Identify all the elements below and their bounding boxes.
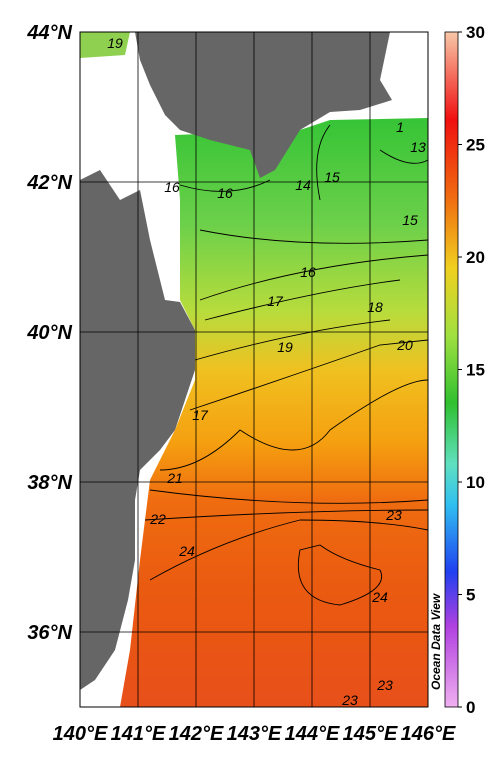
colorbar-label: 30 [466,23,485,42]
contour-label: 21 [166,470,183,486]
lon-label: 146°E [401,723,456,745]
contour-label: 18 [367,299,383,315]
contour-label: 20 [396,337,413,353]
contour-label: 23 [341,692,358,708]
colorbar-label: 20 [466,248,485,267]
contour-label: 15 [402,212,418,228]
lat-label: 44°N [26,22,72,44]
colorbar-label: 10 [466,473,485,492]
contour-label: 23 [385,507,402,523]
land [135,32,392,178]
lon-label: 140°E [53,723,108,745]
land [80,170,195,690]
contour-label: 16 [300,264,316,280]
colorbar-label: 0 [466,698,475,717]
contour-label: 22 [149,511,166,527]
colorbar [444,31,459,708]
contour-label: 13 [410,139,426,155]
lon-label: 144°E [285,723,340,745]
contour-label: 17 [267,293,284,309]
lon-label: 145°E [343,723,398,745]
lon-label: 141°E [111,723,166,745]
contours [144,124,429,606]
contour-label: 16 [164,179,180,195]
contour-label: 1 [396,119,404,135]
lat-label: 42°N [26,172,72,194]
contour-label: 19 [277,339,293,355]
lon-label: 142°E [169,723,224,745]
contour-label: 19 [107,35,123,51]
contour-label: 16 [217,185,233,201]
lat-label: 38°N [27,472,72,494]
colorbar-label: 5 [466,586,475,605]
plot-frame [79,31,429,708]
contour-label: 23 [376,677,393,693]
contour-label: 24 [178,543,195,559]
watermark: Ocean Data View [429,593,443,690]
contour-label: 17 [192,407,209,423]
contour-label: 24 [371,589,388,605]
colorbar-label: 15 [466,361,485,380]
lon-label: 143°E [227,723,282,745]
colorbar-label: 25 [466,136,485,155]
lat-label: 40°N [26,322,72,344]
sea-field [120,118,428,707]
sea-field [80,32,130,58]
lat-label: 36°N [27,622,72,644]
contour-label: 14 [295,177,311,193]
plot [79,31,429,708]
contour-label: 15 [324,169,340,185]
